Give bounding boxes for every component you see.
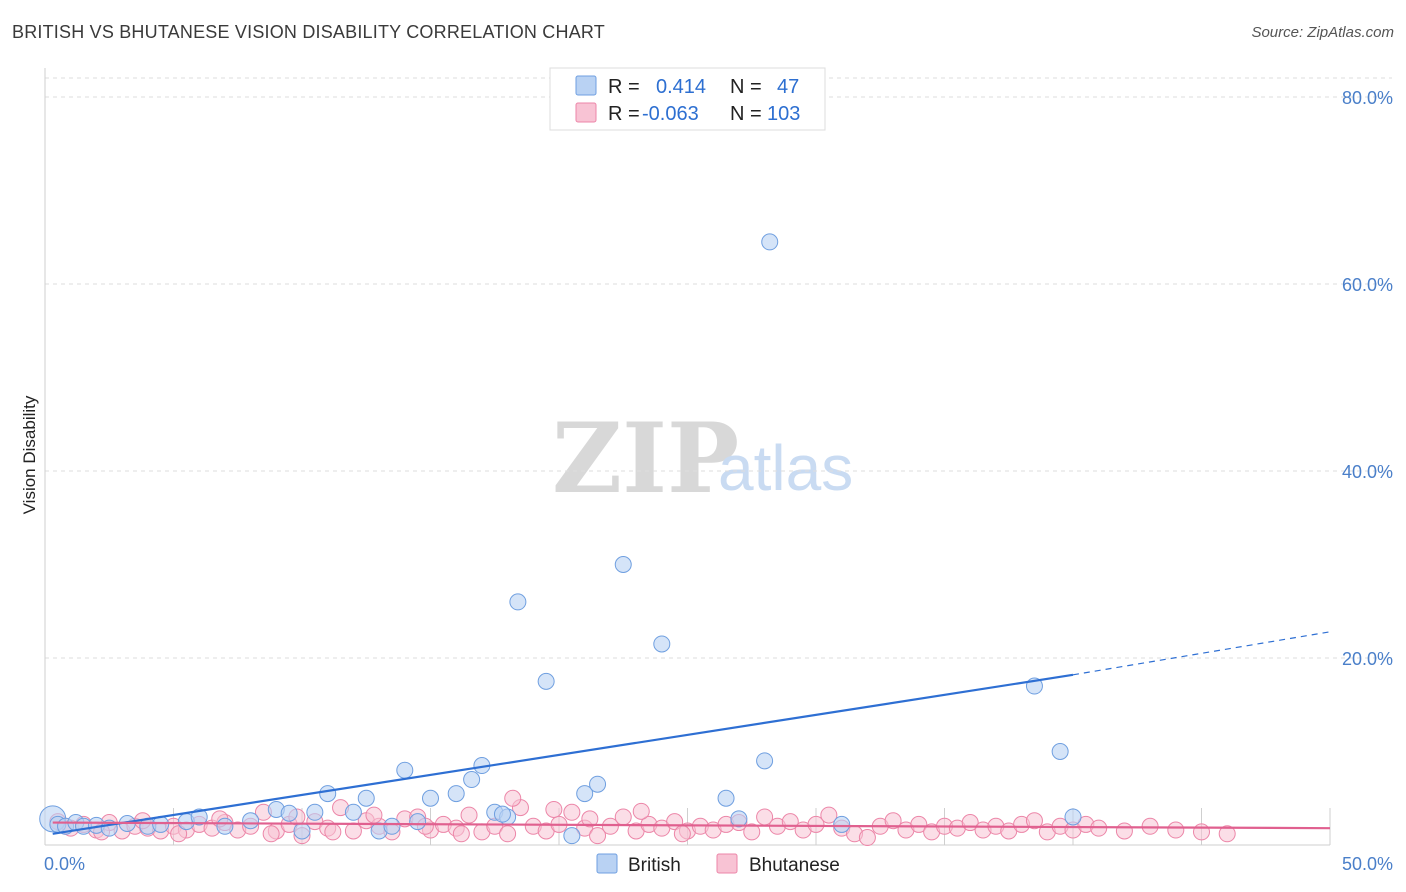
y-tick-label: 80.0%	[1342, 88, 1393, 108]
bhutanese-point	[262, 825, 280, 843]
watermark-zip: ZIP	[552, 402, 739, 515]
bhutanese-point	[170, 825, 188, 843]
legend-r-value-british: 0.414	[656, 76, 706, 98]
bhutanese-point	[365, 806, 383, 824]
british-point	[576, 785, 594, 803]
bhutanese-points	[49, 789, 1236, 847]
bottom-legend: British Bhutanese	[596, 853, 840, 876]
bhutanese-point	[1115, 822, 1133, 840]
bottom-legend-swatch-bhutanese	[716, 853, 738, 874]
bhutanese-point	[673, 825, 691, 843]
british-point	[422, 789, 439, 807]
y-tick-label: 20.0%	[1342, 649, 1393, 669]
bhutanese-point	[324, 823, 342, 841]
british-point	[383, 817, 401, 835]
british-point	[357, 789, 375, 807]
legend-swatch-british	[575, 75, 597, 96]
bottom-legend-swatch-british	[596, 853, 618, 874]
british-point	[293, 822, 311, 840]
british-point	[447, 785, 465, 803]
british-point	[1051, 743, 1069, 760]
y-tick-label: 60.0%	[1342, 275, 1393, 295]
british-point	[306, 803, 324, 821]
british-point	[589, 775, 607, 793]
bhutanese-point	[499, 825, 517, 843]
british-points	[39, 233, 1082, 845]
legend-n-value-bhutanese: 103	[767, 103, 800, 125]
british-point	[493, 805, 511, 823]
british-point	[280, 804, 298, 822]
bhutanese-point	[563, 803, 581, 821]
bhutanese-point	[820, 806, 838, 824]
bottom-legend-british: British	[628, 855, 681, 876]
trend-lines	[52, 631, 1331, 835]
bhutanese-point	[1025, 812, 1043, 830]
y-tick-label: 40.0%	[1342, 462, 1393, 482]
bhutanese-point	[1193, 823, 1210, 841]
legend-n-label-bhutanese: N =	[730, 103, 762, 125]
british-point	[730, 810, 748, 828]
legend-r-label-british: R =	[608, 76, 640, 98]
british-point	[344, 803, 362, 821]
bottom-legend-bhutanese: Bhutanese	[749, 855, 840, 876]
legend-r-value-bhutanese: -0.063	[642, 103, 699, 125]
bhutanese-trend-line	[52, 821, 1331, 830]
british-point	[653, 635, 671, 653]
british-point	[537, 672, 555, 690]
british-point	[761, 233, 779, 251]
legend-swatch-bhutanese	[575, 102, 597, 123]
bhutanese-point	[1218, 825, 1236, 843]
bhutanese-point	[858, 829, 876, 847]
legend: R = 0.414 N = 47 R = -0.063 N = 103	[549, 67, 826, 131]
british-point	[242, 812, 260, 830]
source-label: Source: ZipAtlas.com	[1251, 24, 1394, 41]
y-axis-label: Vision Disability	[20, 395, 39, 514]
bhutanese-point	[614, 808, 632, 826]
british-point	[509, 593, 527, 611]
legend-n-value-british: 47	[777, 76, 799, 98]
bhutanese-point	[504, 789, 522, 807]
bhutanese-point	[589, 827, 607, 845]
bhutanese-point	[1167, 821, 1185, 839]
british-point	[319, 785, 337, 803]
british-trend-extension	[1072, 631, 1331, 676]
bhutanese-point	[545, 800, 563, 818]
bhutanese-point	[344, 822, 362, 840]
legend-n-label-british: N =	[730, 76, 762, 98]
british-point	[833, 815, 851, 833]
y-tick-labels: 20.0% 40.0% 60.0% 80.0%	[1342, 88, 1393, 669]
british-point	[216, 817, 234, 835]
bhutanese-point	[460, 806, 478, 824]
bhutanese-point	[884, 812, 902, 830]
british-point	[717, 789, 735, 807]
bhutanese-point	[581, 810, 599, 828]
legend-r-label-bhutanese: R =	[608, 103, 640, 125]
bhutanese-point	[807, 815, 825, 833]
british-trend-line	[52, 673, 1074, 835]
british-point	[463, 771, 481, 789]
british-point	[614, 556, 632, 573]
bhutanese-point	[743, 823, 761, 841]
british-point	[190, 808, 208, 826]
chart-title: BRITISH VS BHUTANESE VISION DISABILITY C…	[12, 22, 605, 42]
gridlines	[45, 77, 1392, 659]
british-point	[409, 813, 427, 831]
british-point	[563, 827, 581, 845]
british-point	[396, 761, 414, 779]
bhutanese-point	[910, 815, 928, 833]
watermark-atlas: atlas	[718, 432, 853, 504]
x-tick-label-max: 50.0%	[1342, 854, 1393, 874]
bhutanese-point	[601, 817, 619, 835]
x-tick-labels: 0.0% 50.0%	[44, 854, 1393, 874]
x-tick-label-min: 0.0%	[44, 854, 85, 874]
british-point	[1064, 808, 1082, 826]
british-point	[756, 752, 774, 770]
bhutanese-point	[632, 802, 650, 820]
bhutanese-point	[452, 825, 470, 843]
